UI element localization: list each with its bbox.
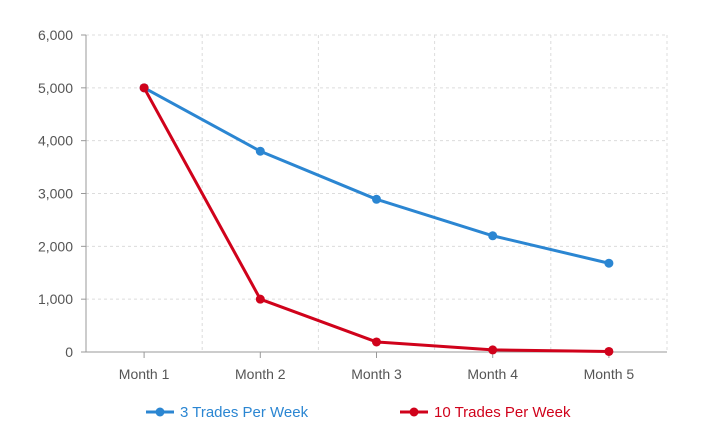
data-point[interactable] [372,337,381,347]
series-line [142,86,611,265]
y-axis-tick-labels: 0 1,000 2,000 3,000 4,000 5,000 6,000 [38,27,73,360]
x-tick-label: Month 5 [584,366,635,382]
data-point[interactable] [604,346,614,356]
data-point[interactable] [488,231,498,241]
y-tick-label: 3,000 [38,186,73,202]
y-tick-label: 0 [65,344,73,360]
data-point[interactable] [604,258,614,268]
data-point[interactable] [488,345,498,355]
y-tick-label: 5,000 [38,80,73,96]
data-point[interactable] [372,194,381,204]
legend-label: 10 Trades Per Week [434,404,571,421]
data-point[interactable] [255,146,265,156]
data-point[interactable] [255,294,265,304]
legend-item-2[interactable]: 10 Trades Per Week [400,404,571,421]
series-2 [139,83,614,356]
y-tick-label: 1,000 [38,291,73,307]
x-tick-label: Month 2 [235,366,286,382]
legend-point-marker [155,407,165,417]
data-point[interactable] [139,83,149,93]
x-tick-label: Month 3 [351,366,402,382]
grid-lines [86,34,668,352]
x-tick-label: Month 1 [119,366,170,382]
y-tick-label: 4,000 [38,133,73,149]
x-tick-label: Month 4 [467,366,518,382]
legend-item-1[interactable]: 3 Trades Per Week [146,404,309,421]
x-axis-tick-labels: Month 1 Month 2 Month 3 Month 4 Month 5 [119,366,635,382]
series-layer [139,83,614,356]
y-tick-label: 6,000 [38,27,73,43]
y-tick-label: 2,000 [38,238,73,254]
series-1 [139,83,614,268]
legend-point-marker [409,407,419,417]
legend-label: 3 Trades Per Week [180,404,309,421]
legend[interactable]: 3 Trades Per Week 10 Trades Per Week [146,404,571,421]
